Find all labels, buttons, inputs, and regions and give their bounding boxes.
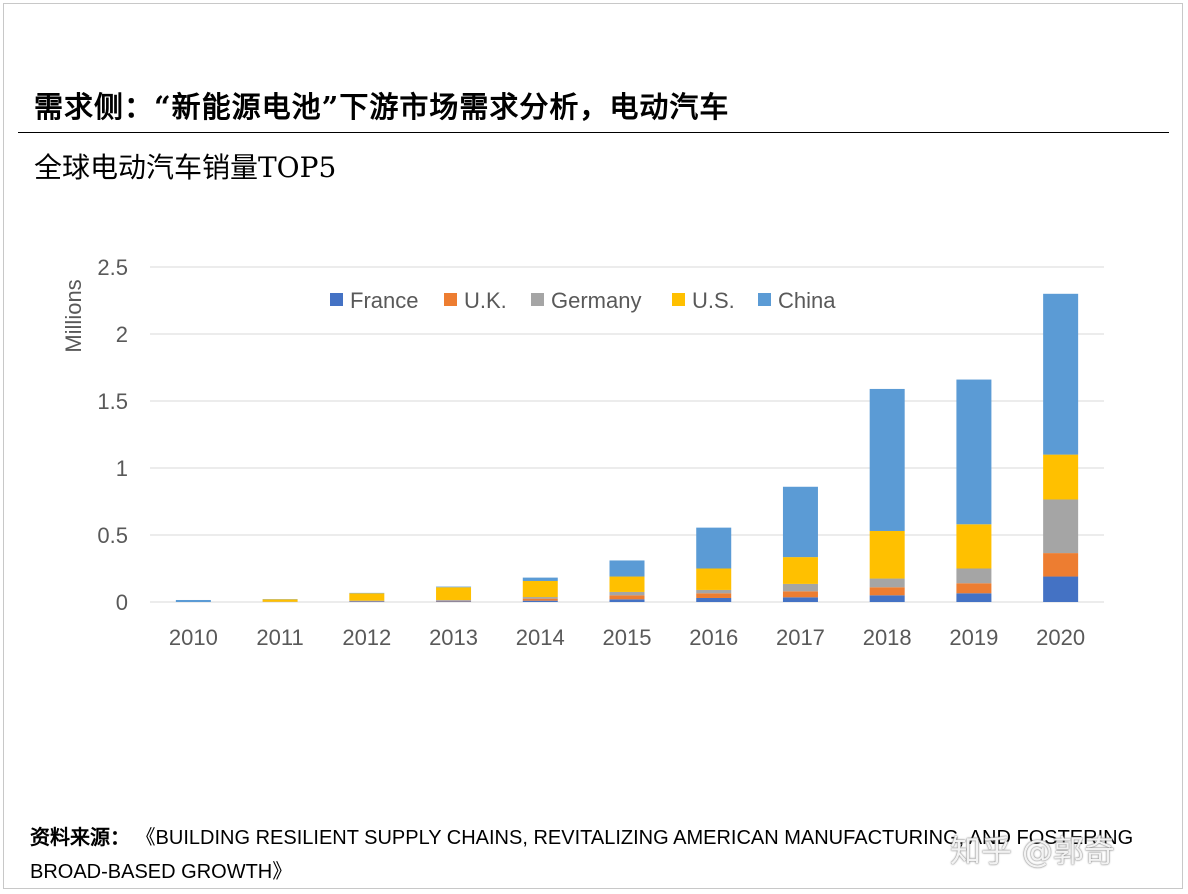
bar-segment-china-2018: [869, 388, 905, 531]
bar-segment-us-2015: [609, 576, 645, 592]
y-tick-label: 0.5: [97, 523, 128, 548]
legend-label: China: [778, 288, 836, 313]
source-label: 资料来源：: [30, 825, 130, 849]
bar-segment-china-2010: [175, 599, 211, 602]
x-tick-label: 2020: [1036, 625, 1085, 650]
bar-segment-china-2019: [956, 379, 992, 525]
bar-segment-uk-2018: [869, 587, 905, 596]
bar-segment-us-2019: [956, 524, 992, 569]
x-tick-label: 2015: [603, 625, 652, 650]
x-axis-tick-labels: 2010 2011 2012 2013 2014 2015 2016 2017 2018 2019…: [169, 625, 1085, 650]
legend-swatch: [444, 293, 457, 306]
title-divider: [18, 132, 1169, 133]
bar-segment-china-2020: [1043, 293, 1079, 455]
chart-bars: [175, 293, 1079, 602]
bar-segment-us-2017: [782, 557, 818, 584]
bar-segment-france-2015: [609, 599, 645, 602]
x-tick-label: 2018: [863, 625, 912, 650]
x-tick-label: 2012: [342, 625, 391, 650]
bar-segment-germany-2017: [782, 583, 818, 592]
bar-segment-us-2018: [869, 530, 905, 579]
chart-heading: 全球电动汽车销量TOP5: [34, 151, 337, 184]
bar-segment-china-2015: [609, 560, 645, 577]
bar-segment-france-2014: [522, 600, 558, 602]
bar-segment-us-2014: [522, 580, 558, 598]
x-tick-label: 2014: [516, 625, 565, 650]
x-tick-label: 2010: [169, 625, 218, 650]
bar-segment-france-2012: [349, 601, 385, 602]
bar-segment-china-2014: [522, 577, 558, 581]
source-text: 《BUILDING RESILIENT SUPPLY CHAINS, REVIT…: [30, 827, 1134, 883]
bar-segment-uk-2020: [1043, 553, 1079, 577]
source-note: 资料来源： 《BUILDING RESILIENT SUPPLY CHAINS,…: [30, 820, 1150, 889]
watermark: 知乎 @郭奇: [950, 834, 1115, 870]
legend-swatch: [330, 293, 343, 306]
bar-segment-france-2020: [1043, 576, 1079, 602]
y-axis-tick-labels: 0 0.5 1 1.5 2 2.5: [97, 255, 128, 615]
bar-segment-china-2013: [436, 586, 472, 588]
legend-label: U.S.: [692, 288, 735, 313]
x-tick-label: 2019: [949, 625, 998, 650]
x-tick-label: 2013: [429, 625, 478, 650]
bar-segment-china-2017: [782, 486, 818, 558]
legend-label: Germany: [551, 288, 641, 313]
bar-segment-china-2016: [696, 527, 732, 569]
y-tick-label: 1: [116, 456, 128, 481]
bar-segment-germany-2015: [609, 591, 645, 596]
bar-segment-us-2012: [349, 593, 385, 601]
bar-segment-uk-2016: [696, 593, 732, 598]
x-tick-label: 2011: [256, 625, 303, 650]
bar-segment-germany-2013: [436, 599, 472, 601]
y-axis-label: Millions: [61, 279, 86, 352]
bar-segment-uk-2013: [436, 600, 472, 602]
x-tick-label: 2016: [689, 625, 738, 650]
bar-segment-france-2017: [782, 597, 818, 602]
legend-label: U.K.: [464, 288, 507, 313]
bar-segment-germany-2014: [522, 597, 558, 599]
legend-swatch: [758, 293, 771, 306]
bar-segment-uk-2017: [782, 591, 818, 598]
bar-segment-france-2019: [956, 593, 992, 602]
y-tick-label: 2.5: [97, 255, 128, 280]
chart-legend: France U.K. Germany U.S. China: [330, 288, 836, 313]
y-tick-label: 0: [116, 590, 128, 615]
legend-label: France: [350, 288, 418, 313]
legend-swatch: [672, 293, 685, 306]
bar-segment-us-2013: [436, 587, 472, 600]
bar-segment-germany-2016: [696, 589, 732, 594]
bar-segment-us-2016: [696, 568, 732, 590]
y-tick-label: 2: [116, 322, 128, 347]
bar-segment-uk-2015: [609, 595, 645, 600]
bar-segment-uk-2014: [522, 598, 558, 601]
bar-segment-france-2013: [436, 601, 472, 602]
x-tick-label: 2017: [776, 625, 825, 650]
bar-segment-uk-2019: [956, 583, 992, 594]
legend-swatch: [531, 293, 544, 306]
bar-segment-us-2020: [1043, 454, 1079, 500]
bar-segment-germany-2020: [1043, 499, 1079, 554]
bar-segment-us-2011: [262, 599, 298, 602]
bar-segment-germany-2019: [956, 568, 992, 584]
bar-segment-france-2018: [869, 595, 905, 602]
slide-frame: [3, 3, 1183, 889]
bar-segment-france-2016: [696, 597, 732, 602]
page-title: 需求侧：“新能源电池”下游市场需求分析，电动汽车: [34, 90, 730, 124]
bar-segment-germany-2018: [869, 578, 905, 588]
y-tick-label: 1.5: [97, 389, 128, 414]
chart-gridlines: [150, 266, 1104, 603]
